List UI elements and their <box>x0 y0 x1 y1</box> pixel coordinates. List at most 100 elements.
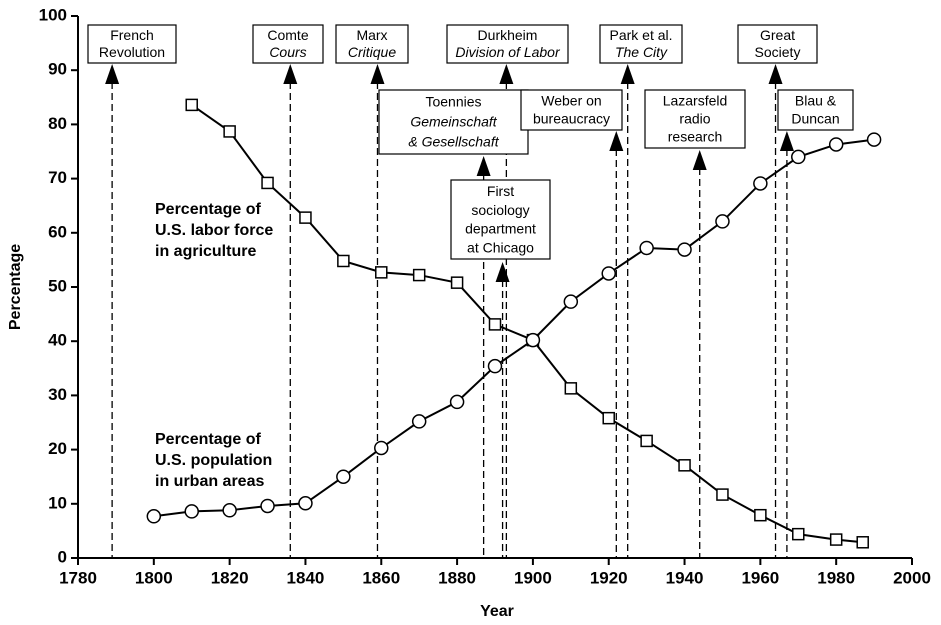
point <box>185 98 198 112</box>
event-label: Blau & <box>795 93 837 109</box>
event-arrow <box>495 262 510 282</box>
event-box <box>520 89 623 131</box>
point <box>336 469 351 484</box>
event-label: Great <box>760 27 795 43</box>
x-tick-label: 2000 <box>893 568 931 587</box>
x-tick-label: 1860 <box>362 568 400 587</box>
event-arrow <box>283 64 298 84</box>
x-tick-label: 1980 <box>817 568 855 587</box>
point <box>261 176 274 190</box>
event-arrow <box>620 64 635 84</box>
event-label: at Chicago <box>467 239 534 255</box>
point <box>866 132 882 147</box>
series-label: in urban areas <box>155 473 264 490</box>
event-label: Gemeinschaft <box>410 114 497 130</box>
point <box>223 125 236 138</box>
point <box>298 496 313 511</box>
event-label: Division of Labor <box>455 44 561 60</box>
series-line <box>191 104 863 544</box>
point <box>184 504 199 519</box>
event-label: Park et al. <box>609 27 672 43</box>
y-tick-label: 20 <box>48 439 67 458</box>
x-tick-label: 1780 <box>59 568 97 587</box>
x-tick-label: 1840 <box>287 568 325 587</box>
event-label: Durkheim <box>478 27 538 43</box>
event-box <box>378 89 529 155</box>
event-label: Comte <box>267 27 308 43</box>
x-tick-label: 1900 <box>514 568 552 587</box>
event-box <box>87 24 177 64</box>
point <box>449 394 465 410</box>
y-tick-label: 70 <box>48 168 67 187</box>
event-arrow <box>105 64 120 84</box>
event-label: Society <box>755 44 801 60</box>
point <box>525 332 541 348</box>
point <box>829 533 843 546</box>
x-tick-label: 1960 <box>741 568 779 587</box>
event-label: Duncan <box>791 111 839 127</box>
y-tick-label: 0 <box>58 547 67 566</box>
point <box>412 268 426 282</box>
event-box <box>737 24 818 64</box>
y-tick-label: 40 <box>48 331 67 350</box>
event-box <box>599 24 683 64</box>
event-box <box>252 24 324 64</box>
point <box>639 240 654 256</box>
point <box>375 266 388 279</box>
event-label: First <box>487 183 514 199</box>
point <box>146 509 162 524</box>
point <box>792 527 805 541</box>
point <box>450 276 464 289</box>
event-label: Toennies <box>425 94 481 110</box>
event-arrow <box>499 64 514 84</box>
event-label: research <box>668 129 722 145</box>
event-label: & Gesellschaft <box>408 134 499 150</box>
point <box>601 266 616 281</box>
event-arrow <box>692 150 707 170</box>
x-tick-label: 1800 <box>135 568 173 587</box>
point <box>260 498 275 514</box>
series-label: U.S. population <box>155 452 272 469</box>
series-label: Percentage of <box>155 201 261 218</box>
event-label: Critique <box>348 44 396 60</box>
point <box>563 294 579 309</box>
event-label: bureaucracy <box>533 111 610 127</box>
y-axis-title: Percentage <box>7 244 24 330</box>
point <box>299 211 312 224</box>
x-tick-label: 1880 <box>438 568 476 587</box>
point <box>678 459 691 472</box>
event-label: The City <box>615 44 668 60</box>
point <box>337 254 350 268</box>
point <box>677 242 692 257</box>
event-label: department <box>465 221 536 237</box>
series-label: Percentage of <box>155 431 261 448</box>
event-arrow <box>779 131 794 151</box>
y-tick-label: 10 <box>48 493 67 512</box>
point <box>602 411 615 425</box>
event-arrow <box>609 131 624 151</box>
x-axis-title: Year <box>480 603 514 620</box>
event-box <box>446 24 569 64</box>
point <box>487 358 503 374</box>
y-tick-label: 100 <box>39 5 67 24</box>
x-tick-label: 1820 <box>211 568 249 587</box>
event-label: sociology <box>471 202 529 218</box>
point <box>564 382 578 395</box>
y-tick-label: 90 <box>48 60 67 79</box>
point <box>856 536 869 549</box>
event-box <box>450 179 551 260</box>
series-label: U.S. labor force <box>155 222 273 239</box>
event-arrow <box>370 64 385 84</box>
y-tick-label: 30 <box>48 385 67 404</box>
y-tick-label: 80 <box>48 114 67 133</box>
event-label: Revolution <box>99 44 165 60</box>
event-arrow <box>768 64 783 84</box>
event-label: French <box>110 27 154 43</box>
point <box>374 440 389 456</box>
point <box>222 503 237 518</box>
series-label: in agriculture <box>155 243 256 260</box>
event-label: Weber on <box>541 93 601 109</box>
y-tick-label: 50 <box>48 276 67 295</box>
